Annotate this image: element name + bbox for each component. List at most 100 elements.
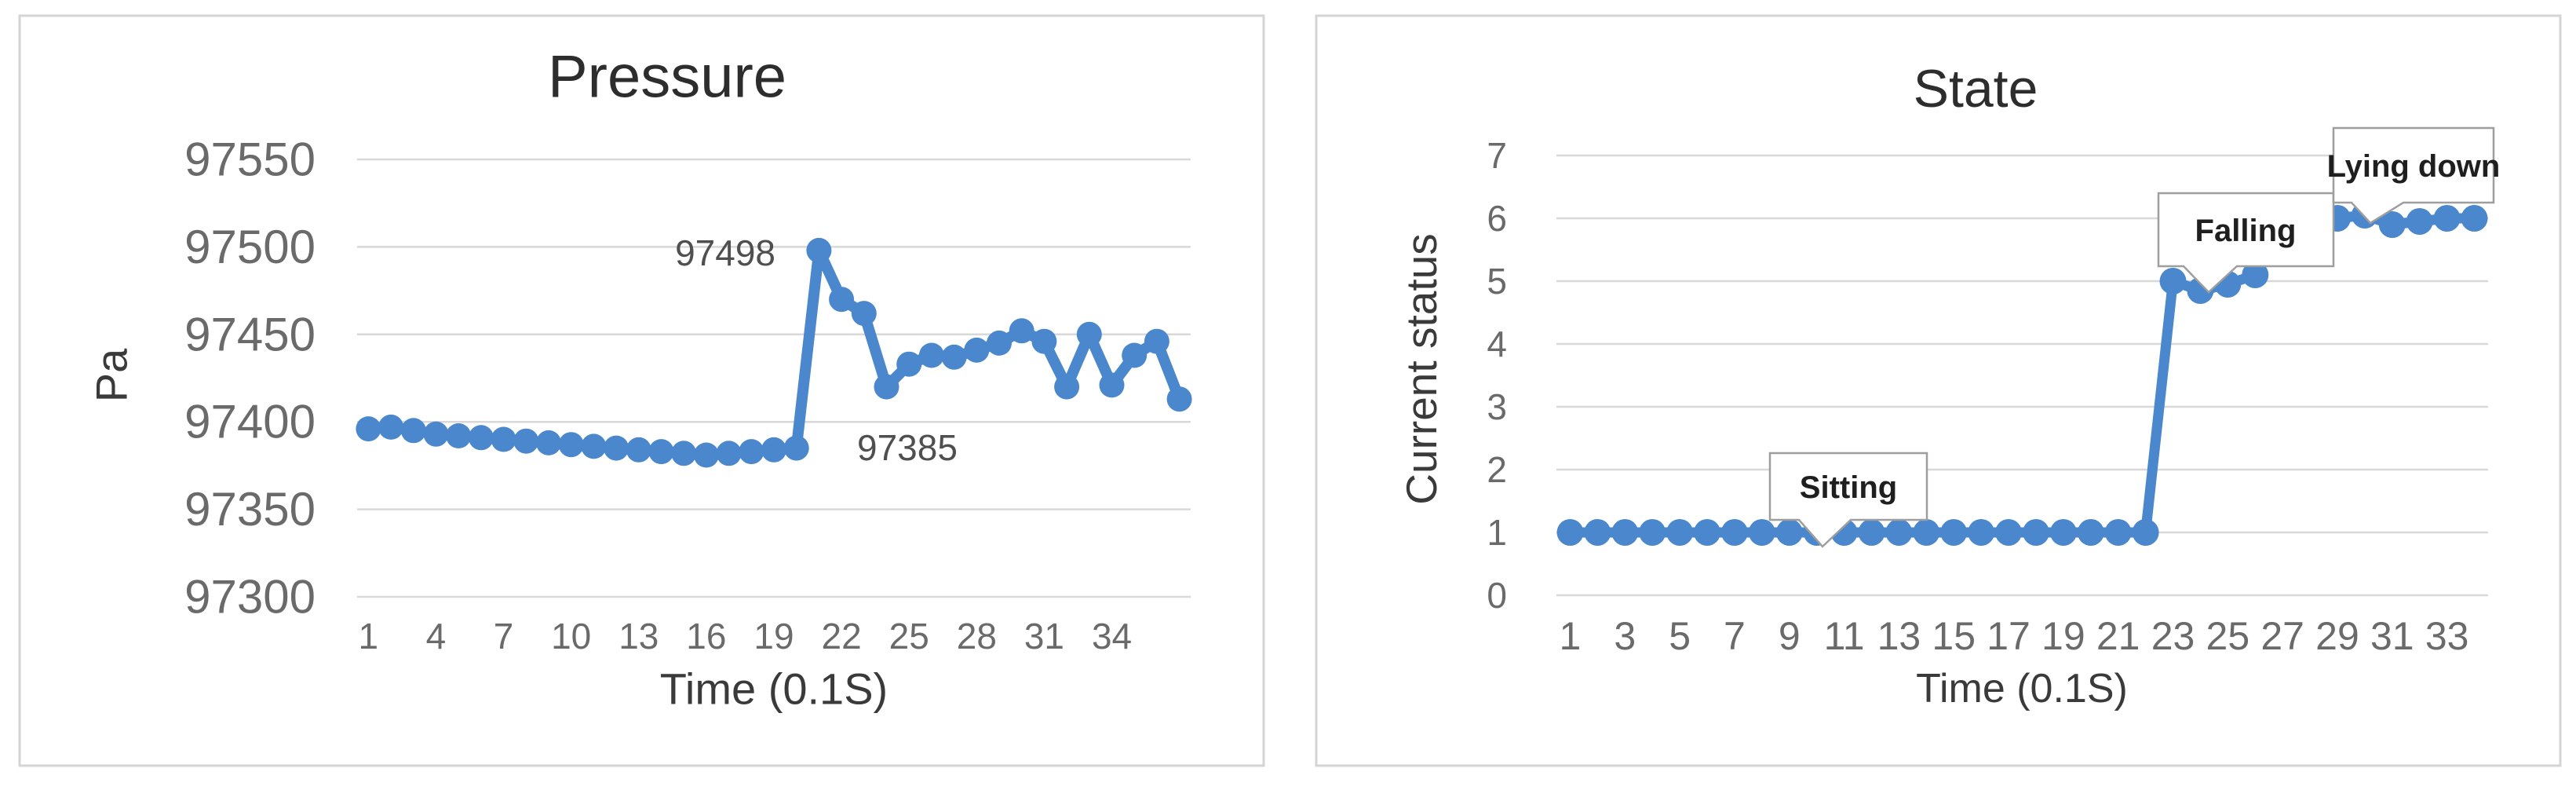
y-tick-label: 97350 — [184, 483, 316, 536]
data-point — [1556, 519, 1584, 546]
data-point — [2406, 208, 2433, 235]
y-tick-label: 97550 — [184, 133, 316, 186]
x-tick-label: 10 — [551, 616, 591, 657]
y-tick-label: 97450 — [184, 308, 316, 360]
y-tick-label: 97500 — [184, 221, 316, 273]
data-point — [829, 287, 855, 313]
data-point — [1611, 519, 1639, 546]
data-point — [468, 425, 494, 451]
callout-box — [1768, 452, 1928, 548]
x-tick-label: 29 — [2315, 614, 2359, 658]
data-point — [2433, 205, 2461, 232]
data-point — [626, 437, 651, 463]
data-point — [941, 344, 967, 370]
x-tick-label: 13 — [618, 616, 659, 657]
data-point — [536, 430, 561, 455]
x-tick-label: 28 — [957, 616, 997, 657]
x-tick-label: 7 — [1724, 614, 1746, 658]
data-point — [1858, 519, 1885, 546]
x-tick-label: 16 — [686, 616, 726, 657]
x-tick-label: 27 — [2260, 614, 2304, 658]
y-tick-label: 4 — [1487, 324, 1507, 364]
data-point — [1720, 519, 1748, 546]
data-point — [446, 423, 472, 448]
x-tick-label: 21 — [2096, 614, 2140, 658]
state-y-axis-title: Current status — [1397, 233, 1446, 504]
falling-callout-label: Falling — [2195, 214, 2297, 248]
lying-down-callout-label: Lying down — [2327, 149, 2501, 184]
x-tick-label: 17 — [1987, 614, 2031, 658]
data-point — [1885, 519, 1913, 546]
y-tick-label: 0 — [1487, 575, 1507, 616]
data-point — [491, 426, 516, 452]
data-point — [1076, 321, 1102, 347]
data-point — [1748, 519, 1775, 546]
x-tick-label: 31 — [2370, 614, 2414, 658]
sitting-callout-label: Sitting — [1800, 470, 1897, 505]
x-tick-label: 7 — [494, 616, 514, 657]
data-point — [1940, 519, 1968, 546]
x-tick-label: 3 — [1614, 614, 1636, 658]
y-tick-label: 6 — [1487, 198, 1507, 239]
x-tick-label: 22 — [822, 616, 862, 657]
data-point — [693, 442, 719, 468]
data-point — [604, 435, 629, 461]
x-tick-label: 15 — [1932, 614, 1976, 658]
data-point — [874, 374, 899, 400]
data-point — [1639, 519, 1666, 546]
data-point — [1122, 342, 1148, 368]
x-tick-label: 25 — [889, 616, 929, 657]
x-tick-label: 34 — [1092, 616, 1132, 657]
pressure-y-axis-title: Pa — [87, 348, 137, 402]
data-point — [1054, 374, 1080, 400]
y-tick-label: 7 — [1487, 135, 1507, 176]
x-tick-label: 1 — [1560, 614, 1582, 658]
data-point — [558, 432, 584, 458]
x-tick-label: 25 — [2206, 614, 2250, 658]
chart-labels: Pressure Pa Time (0.1S) 97498 97385 Stat… — [87, 44, 2501, 714]
data-point — [1968, 519, 1995, 546]
x-tick-label: 23 — [2151, 614, 2195, 658]
x-tick-label: 11 — [1824, 614, 1865, 658]
data-point — [1031, 328, 1057, 354]
data-point — [1913, 519, 1940, 546]
data-point — [648, 439, 674, 465]
y-tick-label: 5 — [1487, 261, 1507, 302]
data-point — [423, 421, 449, 447]
x-tick-label: 5 — [1669, 614, 1691, 658]
data-point — [513, 428, 539, 454]
data-point — [761, 437, 786, 463]
y-tick-label: 1 — [1487, 512, 1507, 553]
pressure-chart-title: Pressure — [548, 44, 786, 111]
data-point — [1166, 386, 1192, 412]
data-point — [1584, 519, 1611, 546]
state-x-axis-title: Time (0.1S) — [1916, 666, 2128, 711]
x-tick-label: 1 — [359, 616, 379, 657]
data-point — [806, 237, 832, 263]
data-point — [1099, 372, 1125, 398]
data-point — [2132, 519, 2159, 546]
x-tick-label: 19 — [753, 616, 794, 657]
data-point — [2104, 519, 2132, 546]
data-point — [2023, 519, 2049, 546]
y-tick-label: 2 — [1487, 449, 1507, 490]
y-tick-label: 97400 — [184, 396, 316, 448]
data-point — [1995, 519, 2022, 546]
data-point — [739, 439, 764, 465]
data-point — [581, 433, 607, 459]
data-point — [1009, 318, 1034, 344]
data-point — [378, 414, 404, 440]
data-point — [716, 441, 742, 466]
data-point — [964, 337, 990, 363]
callout-box — [2332, 126, 2495, 225]
data-point — [400, 418, 426, 444]
data-point — [1144, 328, 1169, 354]
data-point — [1775, 519, 1803, 546]
data-point — [2159, 268, 2187, 294]
data-point — [671, 441, 697, 466]
data-point — [2049, 519, 2077, 546]
pressure-base-data-label: 97385 — [857, 427, 958, 468]
